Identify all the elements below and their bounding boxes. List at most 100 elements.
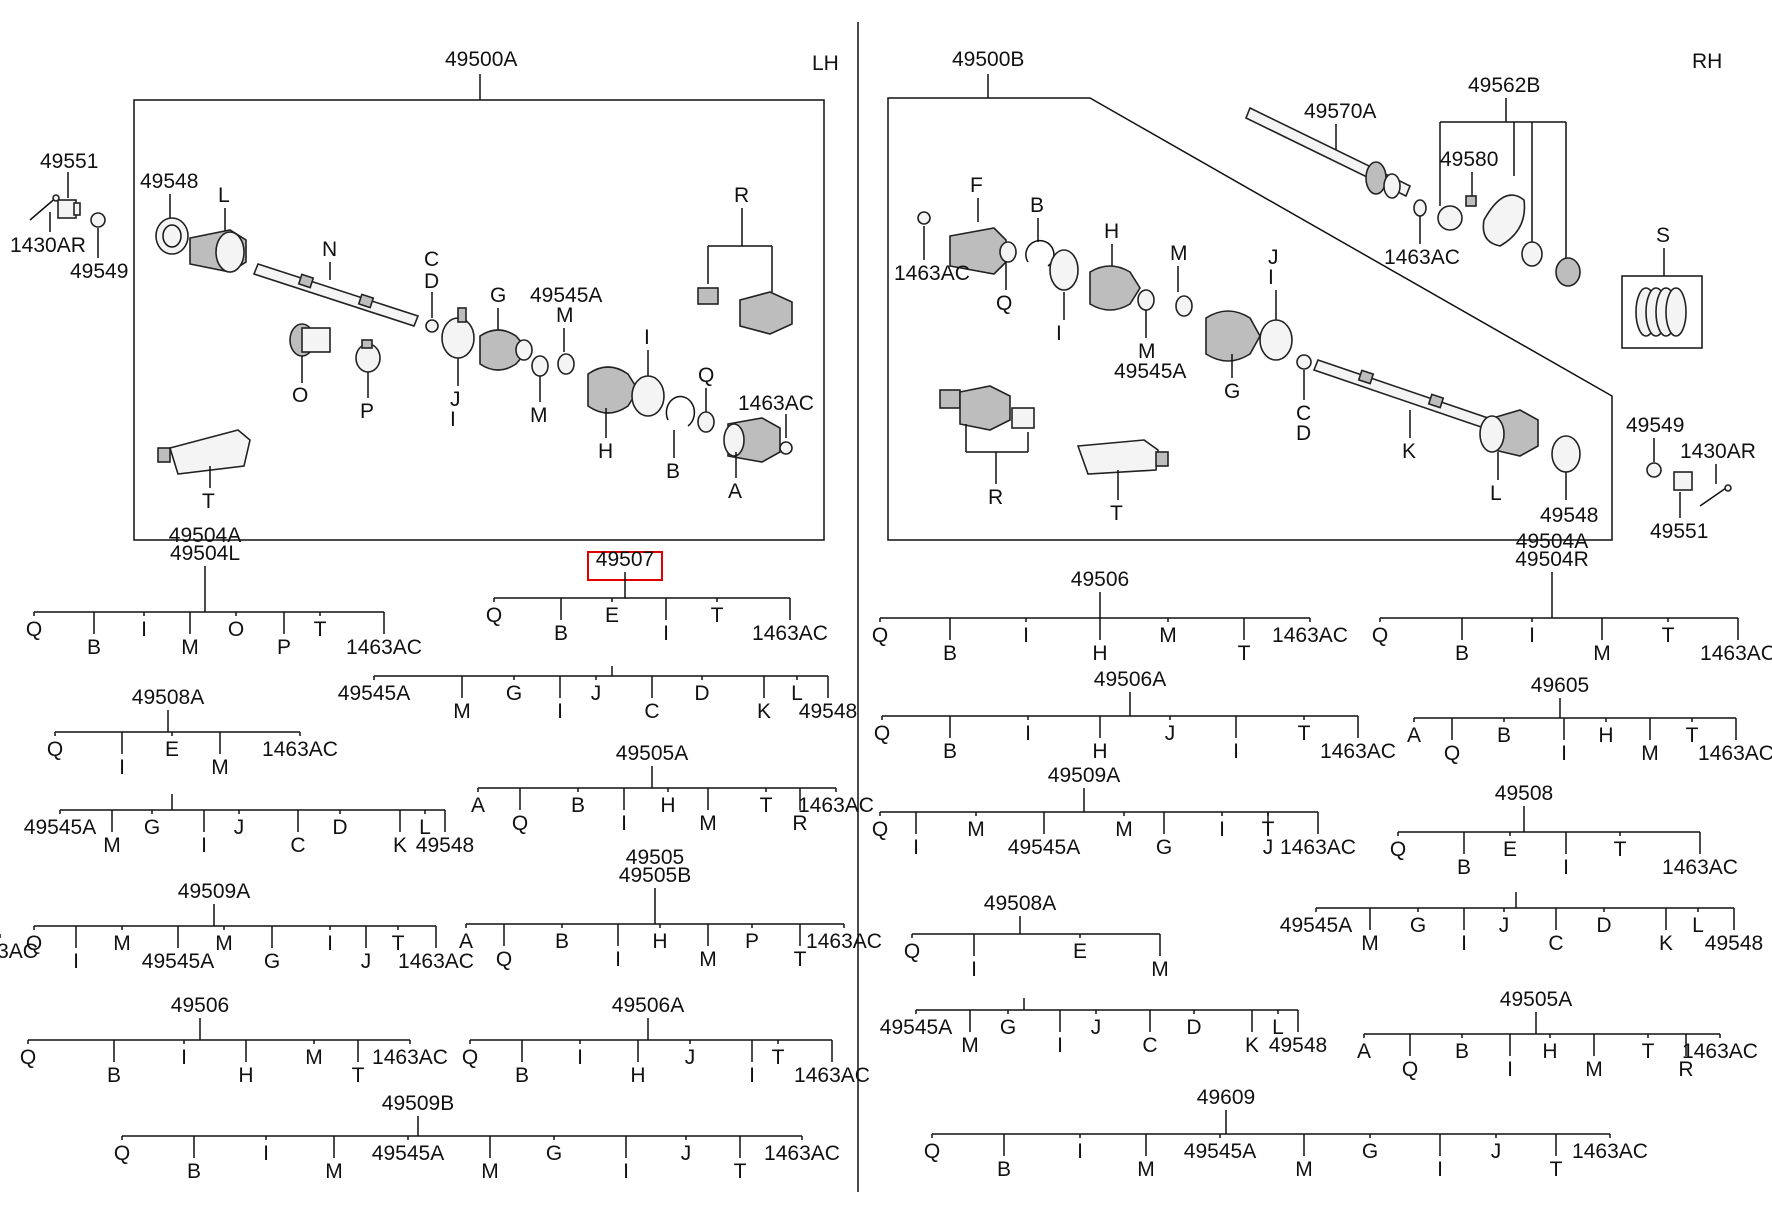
kit-k2-sub-item[interactable]: 49545A — [338, 682, 410, 705]
kit-k10-item[interactable]: 1463AC — [1272, 624, 1348, 647]
kit-k3-title[interactable]: 49508A — [132, 686, 204, 709]
kit-k1-item[interactable]: Q — [26, 618, 42, 641]
kit-k14-item[interactable]: 1463AC — [1280, 836, 1356, 859]
kit-k10-item[interactable]: M — [1159, 624, 1177, 647]
kit-k16-sub-item[interactable]: K — [1245, 1034, 1259, 1057]
kit-k7-item[interactable]: B — [107, 1064, 121, 1087]
right-callout-I2[interactable]: I — [1056, 322, 1062, 345]
kit-k11-item[interactable]: Q — [1372, 624, 1388, 647]
kit-k7-item[interactable]: Q — [20, 1046, 36, 1069]
kit-k6-item[interactable]: T — [794, 948, 807, 971]
kit-k9-item[interactable]: I — [623, 1160, 629, 1183]
kit-k1-title[interactable]: 49504A — [169, 524, 241, 547]
kit-k12-title[interactable]: 49506A — [1094, 668, 1166, 691]
left-callout-H[interactable]: H — [598, 440, 613, 463]
kit-k4-item[interactable]: R — [792, 812, 807, 835]
kit-k16-sub-item[interactable]: C — [1142, 1034, 1157, 1057]
kit-k16-sub-item[interactable]: I — [1057, 1034, 1063, 1057]
kit-k9-item[interactable]: M — [481, 1160, 499, 1183]
kit-k13-item[interactable]: Q — [1444, 742, 1460, 765]
kit-k9-title[interactable]: 49509B — [382, 1092, 454, 1115]
kit-k10-item[interactable]: H — [1092, 642, 1107, 665]
kit-k10-title[interactable]: 49506 — [1071, 568, 1129, 591]
left-callout-1430AR[interactable]: 1430AR — [10, 234, 86, 257]
kit-k15-item[interactable]: E — [1503, 838, 1517, 861]
left-callout-L[interactable]: L — [218, 184, 230, 207]
kit-k5-item[interactable]: Q — [26, 932, 42, 955]
right-callout-G[interactable]: G — [1224, 380, 1240, 403]
kit-k17-item[interactable]: Q — [1402, 1058, 1418, 1081]
kit-k11-item[interactable]: 1463AC — [1700, 642, 1772, 665]
kit-k4-item[interactable]: T — [760, 794, 773, 817]
kit-k8-item[interactable]: I — [577, 1046, 583, 1069]
left-callout-T[interactable]: T — [202, 490, 215, 513]
kit-k3-sub-item[interactable]: 49545A — [24, 816, 96, 839]
right-callout-C[interactable]: C — [1296, 402, 1311, 425]
left-callout-M2[interactable]: M — [530, 404, 548, 427]
kit-k3-sub-item[interactable]: L — [419, 816, 431, 839]
left-callout-I2[interactable]: I — [644, 326, 650, 349]
kit-k6-item[interactable]: P — [745, 930, 759, 953]
kit-k18-item[interactable]: M — [1137, 1158, 1155, 1181]
kit-k6-item[interactable]: 1463AC — [806, 930, 882, 953]
kit-k7-title[interactable]: 49506 — [171, 994, 229, 1017]
kit-k2-item[interactable]: I — [663, 622, 669, 645]
kit-k8-item[interactable]: B — [515, 1064, 529, 1087]
kit-k2-sub-item[interactable]: C — [644, 700, 659, 723]
kit-k13-item[interactable]: T — [1686, 724, 1699, 747]
left-callout-G[interactable]: G — [490, 284, 506, 307]
kit-k11-item[interactable]: M — [1593, 642, 1611, 665]
kit-k1-item[interactable]: T — [314, 618, 327, 641]
kit-k8-item[interactable]: J — [685, 1046, 696, 1069]
kit-k9-item[interactable]: I — [263, 1142, 269, 1165]
kit-k6-item[interactable]: H — [652, 930, 667, 953]
kit-k5-item[interactable]: J — [361, 950, 372, 973]
kit-k13-item[interactable]: A — [1407, 724, 1421, 747]
kit-k16-sub-item[interactable]: D — [1186, 1016, 1201, 1039]
right-callout-R[interactable]: R — [988, 486, 1003, 509]
kit-k2-sub-item[interactable]: L — [791, 682, 803, 705]
kit-k14-title[interactable]: 49509A — [1048, 764, 1120, 787]
kit-k5-item[interactable]: I — [73, 950, 79, 973]
kit-k3-sub-item[interactable]: J — [234, 816, 245, 839]
left-callout-P[interactable]: P — [360, 400, 374, 423]
kit-k10-item[interactable]: B — [943, 642, 957, 665]
kit-k4-item[interactable]: A — [471, 794, 485, 817]
kit-k2-sub-item[interactable]: I — [557, 700, 563, 723]
kit-k17-title[interactable]: 49505A — [1500, 988, 1572, 1011]
kit-k9-item[interactable]: M — [325, 1160, 343, 1183]
kit-k7-item[interactable]: I — [181, 1046, 187, 1069]
kit-k16-sub-item[interactable]: L — [1272, 1016, 1284, 1039]
kit-k6-item[interactable]: A — [459, 930, 473, 953]
kit-k6-item[interactable]: M — [699, 948, 717, 971]
kit-k15-item[interactable]: 1463AC — [1662, 856, 1738, 879]
kit-k3-sub-item[interactable]: C — [290, 834, 305, 857]
kit-k9-item[interactable]: T — [734, 1160, 747, 1183]
right-callout-49545A[interactable]: 49545A — [1114, 360, 1186, 383]
right-callout-L[interactable]: L — [1490, 482, 1502, 505]
right-callout-1463AC[interactable]: 1463AC — [894, 262, 970, 285]
kit-k14-item[interactable]: M — [967, 818, 985, 841]
kit-k15-sub-item[interactable]: 49545A — [1280, 914, 1352, 937]
kit-k14-item[interactable]: I — [913, 836, 919, 859]
left-callout-J[interactable]: J — [450, 388, 461, 411]
kit-k3-sub-item[interactable]: 49548 — [416, 834, 474, 857]
right-callout-F[interactable]: F — [970, 174, 983, 197]
kit-k16-title[interactable]: 49508A — [984, 892, 1056, 915]
kit-k2-item[interactable]: Q — [486, 604, 502, 627]
kit-k16-item[interactable]: E — [1073, 940, 1087, 963]
kit-k5-item[interactable]: 1463AC — [398, 950, 474, 973]
kit-k6-title-2[interactable]: 49505B — [619, 864, 691, 887]
kit-k14-item[interactable]: M — [1115, 818, 1133, 841]
kit-k15-sub-item[interactable]: J — [1499, 914, 1510, 937]
kit-k9-item[interactable]: Q — [114, 1142, 130, 1165]
kit-k2-title[interactable]: 49507 — [596, 548, 654, 571]
left-callout-D[interactable]: D — [424, 270, 439, 293]
kit-k15-sub-item[interactable]: 49548 — [1705, 932, 1763, 955]
kit-k3-item[interactable]: 1463AC — [262, 738, 338, 761]
kit-k15-item[interactable]: B — [1457, 856, 1471, 879]
kit-k3-sub-item[interactable]: I — [201, 834, 207, 857]
kit-k12-item[interactable]: J — [1165, 722, 1176, 745]
left-callout-49545A[interactable]: 49545A — [530, 284, 602, 307]
left-callout-O[interactable]: O — [292, 384, 308, 407]
